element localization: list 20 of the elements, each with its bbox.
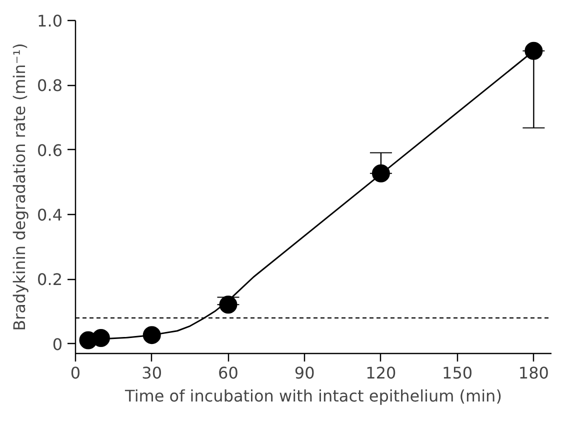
y-axis-title: Bradykinin degradation rate (min⁻¹) <box>10 43 30 331</box>
point <box>92 329 110 347</box>
point <box>219 296 238 314</box>
y-tick-label: 0.6 <box>37 140 63 160</box>
y-tick-label: 1.0 <box>37 12 63 30</box>
y-tick-label: 0.4 <box>37 205 63 224</box>
x-tick-label: 180 <box>518 364 549 382</box>
x-tick-label: 150 <box>442 364 473 382</box>
point <box>142 326 161 344</box>
x-tick-label: 90 <box>294 364 315 382</box>
point <box>372 164 390 182</box>
y-tick-label: 0 <box>52 334 63 354</box>
point <box>524 42 543 60</box>
x-tick-label: 0 <box>70 364 81 382</box>
x-tick-label: 60 <box>218 364 238 382</box>
x-tick-label: 30 <box>142 364 162 382</box>
y-tick-label: 0.2 <box>37 270 63 290</box>
y-tick-label: 0.8 <box>37 76 63 96</box>
x-tick-label: 120 <box>366 364 396 382</box>
x-axis-title: Time of incubation with intact epithelium (min) <box>124 386 502 406</box>
